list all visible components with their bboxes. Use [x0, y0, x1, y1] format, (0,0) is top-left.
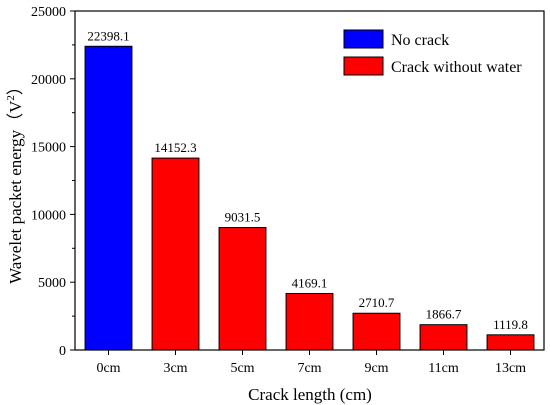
- data-label-5cm: 9031.5: [225, 210, 261, 225]
- legend-swatch-crack-without-water: [343, 56, 384, 76]
- x-tick-label: 13cm: [495, 361, 526, 376]
- bar-7cm: [285, 292, 334, 351]
- y-tick-label: 10000: [31, 208, 66, 223]
- legend-label-no-crack: No crack: [391, 32, 449, 49]
- data-label-11cm: 1866.7: [426, 307, 462, 322]
- y-axis-title-superscript: 2: [5, 95, 17, 101]
- data-label-13cm: 1119.8: [493, 317, 528, 332]
- y-axis-title-close: ）: [6, 78, 25, 95]
- y-axis-title-main: Wavelet packet energy（V: [6, 100, 25, 284]
- legend-swatch-no-crack: [343, 29, 384, 49]
- y-tick-label: 15000: [31, 141, 66, 156]
- legend: No crack Crack without water: [343, 29, 522, 76]
- data-label-3cm: 14152.3: [154, 140, 196, 155]
- data-label-9cm: 2710.7: [359, 295, 395, 310]
- x-tick-label: 9cm: [364, 361, 388, 376]
- x-axis-title: Crack length (cm): [248, 385, 372, 404]
- y-tick-label: 0: [59, 344, 66, 359]
- bar-0cm: [84, 45, 133, 351]
- x-tick-label: 7cm: [297, 361, 321, 376]
- bar-9cm: [352, 312, 401, 351]
- y-tick-label: 20000: [31, 73, 66, 88]
- y-tick-label: 25000: [31, 5, 66, 20]
- x-tick-label: 11cm: [428, 361, 459, 376]
- bar-11cm: [419, 324, 468, 351]
- bar-5cm: [218, 227, 267, 351]
- bar-3cm: [151, 157, 200, 351]
- y-tick-label: 5000: [38, 276, 66, 291]
- x-tick-label: 5cm: [230, 361, 254, 376]
- data-label-0cm: 22398.1: [87, 28, 129, 43]
- legend-label-crack-without-water: Crack without water: [391, 59, 522, 76]
- x-tick-label: 0cm: [96, 361, 120, 376]
- bar-13cm: [486, 334, 535, 351]
- x-tick-label: 3cm: [163, 361, 187, 376]
- y-axis-title: Wavelet packet energy（V2）: [5, 78, 25, 284]
- data-label-7cm: 4169.1: [292, 275, 328, 290]
